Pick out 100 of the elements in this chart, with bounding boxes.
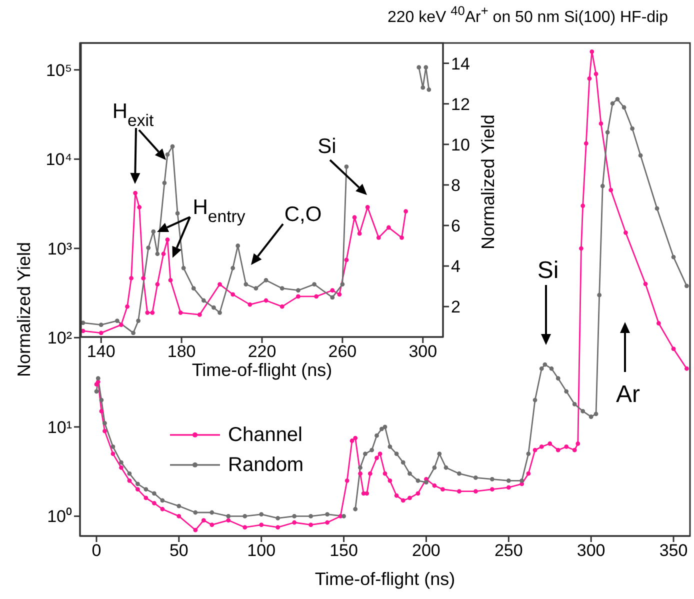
point: [168, 278, 173, 282]
x-tick-label: 300: [576, 541, 606, 560]
x-tick-label: 350: [659, 541, 688, 560]
annotation: H$_{exit}$: [112, 100, 154, 130]
y-tick-label: 10¹: [47, 418, 72, 437]
y-tick-label: 8: [451, 176, 460, 195]
point: [125, 304, 130, 309]
point: [280, 286, 284, 291]
point: [175, 211, 180, 216]
annotation: Ar: [616, 380, 640, 408]
point: [150, 310, 155, 315]
point: [133, 190, 138, 196]
point: [165, 152, 170, 157]
point: [115, 318, 120, 323]
y-tick-label: 14: [451, 54, 470, 74]
annotation: H$_{entry}$: [192, 196, 246, 226]
x-tick-label: 200: [412, 541, 440, 560]
point: [312, 282, 316, 286]
y-tick-label: 10⁵: [46, 60, 72, 80]
x-tick-label: 180: [167, 342, 196, 362]
point: [178, 310, 183, 315]
y-tick-label: 6: [451, 216, 460, 236]
point: [337, 292, 342, 297]
point: [181, 266, 186, 270]
y-tick-label: 2: [451, 298, 460, 317]
point: [296, 294, 300, 299]
point: [416, 65, 422, 70]
point: [264, 298, 268, 303]
annotation: Si: [537, 256, 559, 284]
point: [357, 231, 362, 236]
point: [129, 276, 134, 280]
point: [264, 278, 268, 282]
y-tick-label: 10²: [47, 328, 72, 348]
legend-label: Random: [228, 454, 304, 476]
x-tick-label: 140: [86, 342, 116, 362]
x-tick-label: 100: [247, 541, 276, 560]
x-axis-title: Time-of-flight (ns): [314, 569, 456, 589]
point: [314, 294, 318, 299]
point: [119, 322, 124, 328]
x-tick-label: 0: [92, 541, 102, 560]
y-axis-title: Normalized Yield: [478, 114, 498, 250]
point: [376, 235, 381, 240]
point: [145, 310, 150, 315]
point: [344, 164, 349, 169]
annotation: Si: [318, 134, 336, 158]
point: [248, 302, 252, 307]
point: [230, 292, 236, 297]
point: [197, 312, 202, 317]
point: [296, 288, 300, 293]
x-tick-label: 150: [330, 541, 358, 560]
point: [146, 246, 151, 250]
y-tick-label: 10: [451, 135, 470, 154]
point: [365, 205, 370, 210]
point: [218, 282, 222, 286]
point: [352, 215, 357, 220]
point: [141, 276, 146, 280]
point: [170, 144, 175, 149]
point: [137, 205, 142, 210]
point: [98, 322, 104, 328]
point: [344, 258, 349, 262]
annotation: C,O: [284, 202, 322, 226]
point: [330, 295, 335, 300]
point: [212, 305, 216, 310]
point: [218, 310, 222, 315]
legend-label: Channel: [228, 424, 303, 446]
point: [201, 298, 206, 303]
point: [420, 85, 426, 90]
point: [162, 180, 167, 186]
point: [400, 235, 404, 240]
point: [131, 330, 136, 336]
point: [230, 266, 236, 270]
point: [98, 330, 104, 336]
point: [151, 229, 156, 234]
x-tick-label: 250: [494, 541, 523, 560]
point: [136, 318, 141, 323]
x-tick-label: 50: [169, 541, 188, 560]
y-axis-title: Normalized Yield: [14, 242, 34, 378]
y-tick-label: 10³: [47, 239, 72, 258]
point: [280, 304, 284, 309]
point: [165, 237, 170, 242]
point: [426, 87, 432, 92]
x-tick-label: 220: [248, 342, 276, 362]
point: [161, 252, 166, 256]
x-axis-title: Time-of-flight (ns): [192, 360, 332, 380]
point: [330, 288, 335, 293]
y-tick-label: 4: [451, 257, 460, 276]
y-tick-label: 10⁰: [47, 507, 72, 526]
point: [155, 282, 160, 286]
point: [236, 244, 240, 248]
point: [340, 282, 345, 286]
y-tick-label: 12: [451, 94, 470, 114]
point: [424, 65, 428, 70]
chart-title: 220 keV $^{40}$Ar$^{+}$ on 50 nm Si(100) HF-dip: [387, 2, 668, 26]
point: [244, 282, 248, 286]
point: [386, 225, 391, 230]
x-tick-label: 300: [408, 342, 438, 362]
y-tick-label: 10⁴: [46, 150, 72, 170]
point: [404, 209, 408, 214]
point: [191, 286, 196, 291]
x-tick-label: 260: [328, 342, 357, 362]
